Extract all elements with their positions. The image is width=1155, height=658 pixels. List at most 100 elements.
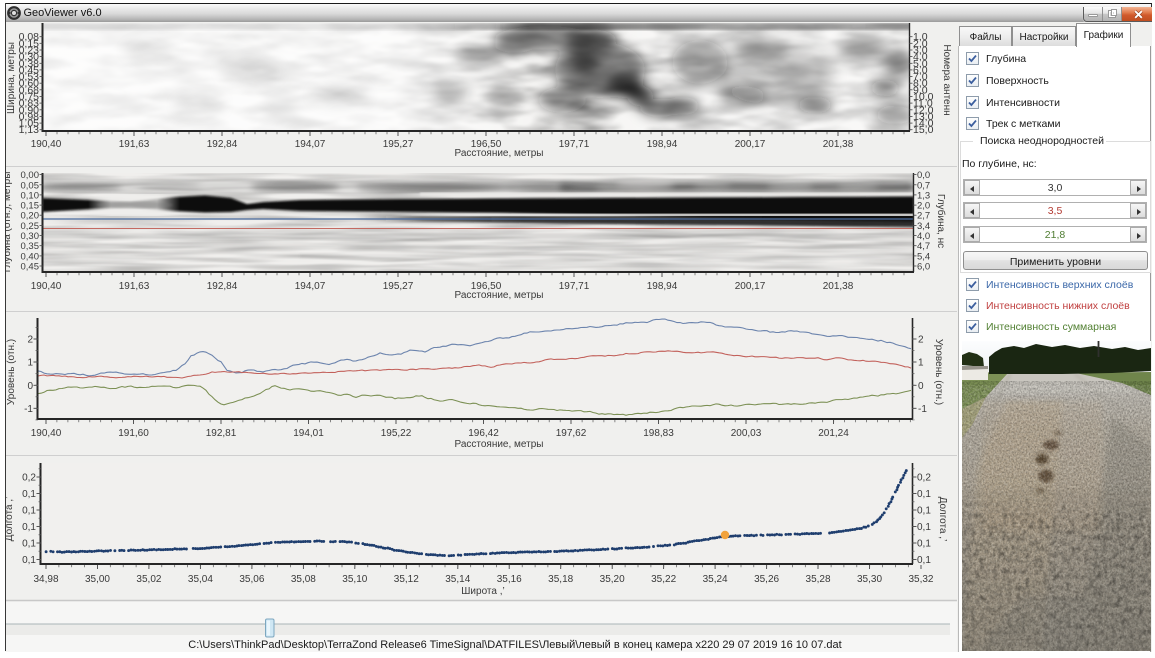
- svg-text:5,0: 5,0: [913, 58, 928, 70]
- svg-text:Уровень (отн.): Уровень (отн.): [933, 339, 944, 405]
- svg-text:0,45: 0,45: [21, 262, 40, 273]
- svg-text:35,18: 35,18: [548, 574, 573, 585]
- svg-text:35,28: 35,28: [806, 574, 831, 585]
- svg-text:192,84: 192,84: [207, 281, 238, 292]
- svg-text:195,27: 195,27: [383, 139, 414, 150]
- svg-text:0,08: 0,08: [19, 31, 40, 43]
- svg-text:1: 1: [27, 358, 33, 369]
- svg-text:0,98: 0,98: [19, 111, 40, 123]
- svg-text:0,0: 0,0: [917, 170, 930, 181]
- svg-text:8,0: 8,0: [913, 78, 928, 90]
- svg-text:4,7: 4,7: [917, 241, 930, 252]
- svg-text:196,42: 196,42: [468, 428, 499, 439]
- svg-text:198,94: 198,94: [647, 281, 678, 292]
- svg-text:1,13: 1,13: [19, 124, 40, 136]
- svg-text:35,16: 35,16: [497, 574, 522, 585]
- svg-text:200,17: 200,17: [735, 139, 766, 150]
- svg-text:0,10: 0,10: [21, 190, 40, 201]
- svg-text:194,01: 194,01: [293, 428, 324, 439]
- svg-text:15,0: 15,0: [913, 124, 934, 136]
- svg-text:0,20: 0,20: [21, 211, 40, 222]
- svg-text:35,32: 35,32: [908, 574, 933, 585]
- svg-text:0,1: 0,1: [917, 489, 931, 500]
- svg-text:201,38: 201,38: [823, 281, 854, 292]
- svg-text:1,3: 1,3: [917, 190, 930, 201]
- svg-text:0,1: 0,1: [22, 522, 36, 533]
- svg-text:Ширина, метры: Ширина, метры: [6, 42, 17, 114]
- svg-text:195,27: 195,27: [383, 281, 414, 292]
- svg-text:0: 0: [27, 381, 33, 392]
- svg-text:194,07: 194,07: [295, 281, 326, 292]
- svg-text:Расстояние, метры: Расстояние, метры: [454, 290, 543, 301]
- svg-text:Расстояние, метры: Расстояние, метры: [454, 148, 543, 159]
- svg-text:0,1: 0,1: [917, 522, 931, 533]
- svg-text:201,24: 201,24: [818, 428, 849, 439]
- svg-text:Уровень (отн.): Уровень (отн.): [6, 339, 17, 405]
- svg-text:Долгота ,’: Долгота ,’: [937, 497, 948, 542]
- svg-text:0,2: 0,2: [917, 473, 931, 484]
- svg-text:4,0: 4,0: [917, 231, 930, 242]
- svg-text:35,02: 35,02: [136, 574, 161, 585]
- svg-text:0,15: 0,15: [21, 201, 40, 212]
- svg-text:0,23: 0,23: [19, 45, 40, 57]
- svg-text:9,0: 9,0: [913, 84, 928, 96]
- svg-text:0,30: 0,30: [21, 231, 40, 242]
- svg-text:0,83: 0,83: [19, 98, 40, 110]
- svg-text:0,1: 0,1: [917, 506, 931, 517]
- svg-text:0,1: 0,1: [22, 506, 36, 517]
- svg-text:0,15: 0,15: [19, 38, 40, 50]
- svg-text:191,60: 191,60: [118, 428, 149, 439]
- svg-text:192,84: 192,84: [207, 139, 238, 150]
- svg-text:-1: -1: [918, 404, 927, 415]
- svg-text:0,1: 0,1: [22, 555, 36, 566]
- svg-text:6,0: 6,0: [917, 262, 930, 273]
- svg-text:191,63: 191,63: [119, 139, 150, 150]
- svg-text:0,68: 0,68: [19, 84, 40, 96]
- svg-text:35,14: 35,14: [445, 574, 470, 585]
- svg-text:0,2: 0,2: [22, 473, 36, 484]
- svg-text:0,05: 0,05: [21, 180, 40, 191]
- svg-text:0,1: 0,1: [22, 489, 36, 500]
- svg-text:3,4: 3,4: [917, 221, 930, 232]
- svg-text:7,0: 7,0: [913, 71, 928, 83]
- svg-text:3,0: 3,0: [913, 45, 928, 57]
- svg-text:200,03: 200,03: [731, 428, 762, 439]
- svg-text:2: 2: [27, 335, 33, 346]
- svg-text:2: 2: [918, 335, 924, 346]
- svg-text:35,10: 35,10: [342, 574, 367, 585]
- svg-text:0,30: 0,30: [19, 51, 40, 63]
- svg-text:192,81: 192,81: [206, 428, 237, 439]
- svg-text:13,0: 13,0: [913, 111, 934, 123]
- svg-text:34,98: 34,98: [33, 574, 58, 585]
- svg-text:Глубина, нс: Глубина, нс: [935, 194, 947, 248]
- svg-text:35,06: 35,06: [239, 574, 264, 585]
- svg-text:35,00: 35,00: [85, 574, 110, 585]
- svg-text:196,50: 196,50: [471, 139, 502, 150]
- svg-text:197,62: 197,62: [556, 428, 587, 439]
- svg-text:0,7: 0,7: [917, 180, 930, 191]
- svg-text:0,38: 0,38: [19, 58, 40, 70]
- svg-text:10,0: 10,0: [913, 91, 934, 103]
- svg-text:0,90: 0,90: [19, 104, 40, 116]
- svg-text:-1: -1: [24, 404, 33, 415]
- svg-text:11,0: 11,0: [913, 98, 933, 110]
- svg-text:Долгота ,’: Долгота ,’: [4, 497, 15, 542]
- svg-text:0,1: 0,1: [917, 539, 931, 550]
- svg-text:197,71: 197,71: [559, 139, 590, 150]
- svg-text:1: 1: [918, 358, 924, 369]
- svg-text:191,63: 191,63: [119, 281, 150, 292]
- svg-text:190,40: 190,40: [31, 428, 62, 439]
- svg-text:Расстояние, метры: Расстояние, метры: [454, 439, 543, 450]
- svg-text:196,50: 196,50: [471, 281, 502, 292]
- svg-text:2,0: 2,0: [913, 38, 928, 50]
- svg-text:35,20: 35,20: [600, 574, 625, 585]
- svg-text:1,05: 1,05: [19, 118, 40, 130]
- svg-text:0,1: 0,1: [22, 539, 36, 550]
- svg-text:0,45: 0,45: [19, 64, 40, 76]
- svg-text:14,0: 14,0: [913, 118, 934, 130]
- svg-text:0,35: 0,35: [21, 241, 40, 252]
- svg-text:0,60: 0,60: [19, 78, 40, 90]
- svg-text:198,83: 198,83: [643, 428, 674, 439]
- svg-text:2,0: 2,0: [917, 201, 930, 212]
- svg-text:C:\Users\ThinkPad\Desktop\Terr: C:\Users\ThinkPad\Desktop\TerraZond Rele…: [188, 639, 841, 651]
